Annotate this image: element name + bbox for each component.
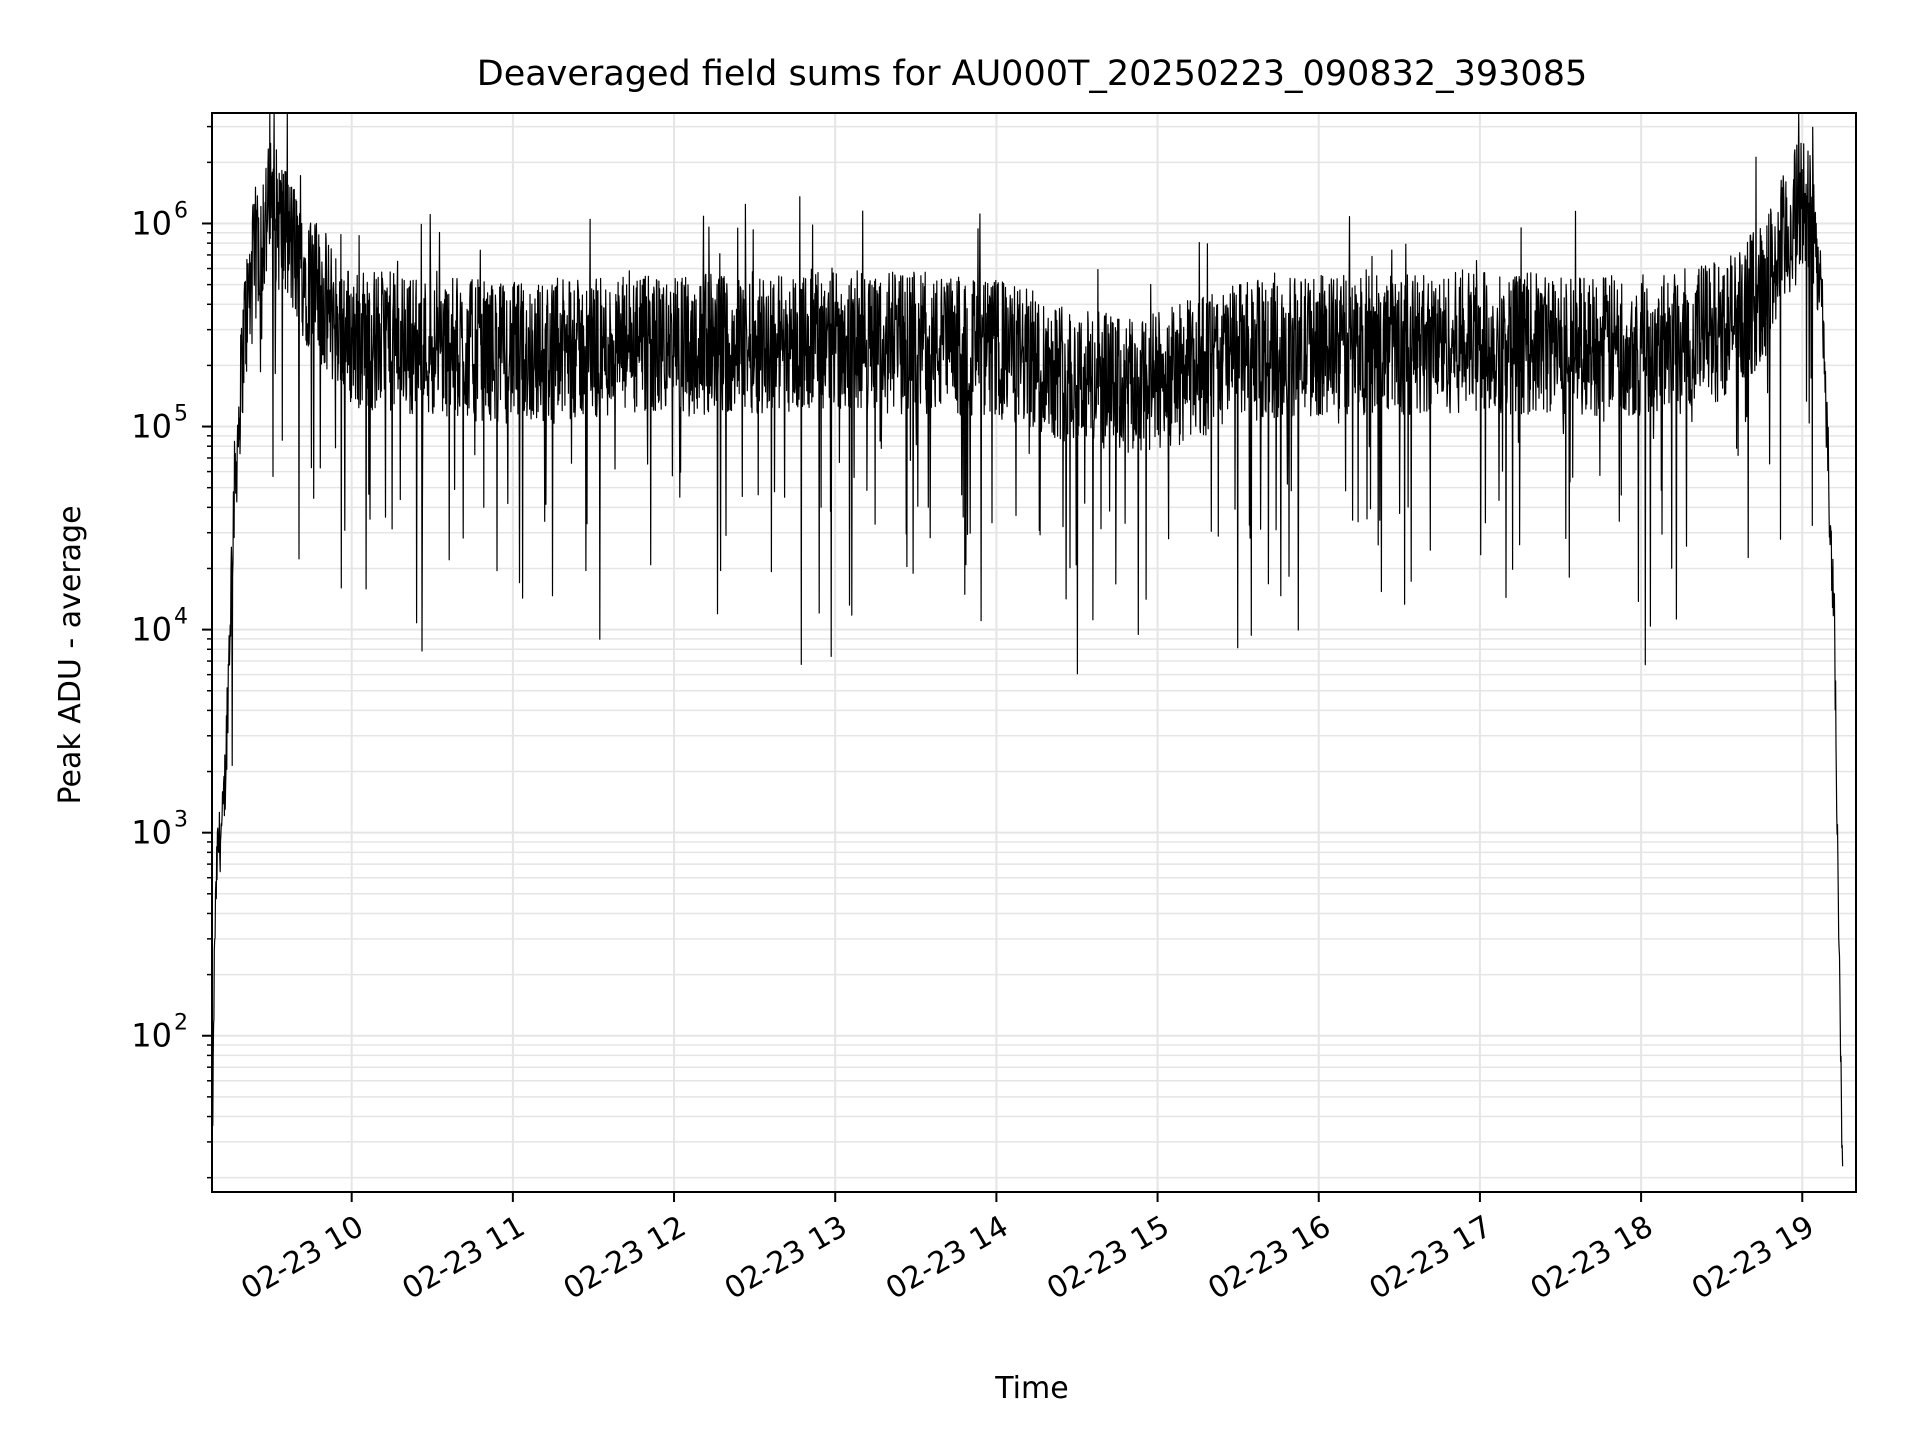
y-tick-label: 10 — [131, 408, 172, 446]
x-axis-label: Time — [994, 1371, 1068, 1406]
y-axis-label: Peak ADU - average — [53, 505, 88, 804]
y-tick-exponent: 6 — [174, 198, 188, 223]
y-tick-label: 10 — [131, 814, 172, 852]
series-line — [211, 112, 1844, 1170]
chart-title: Deaveraged field sums for AU000T_2025022… — [477, 54, 1587, 94]
y-tick-exponent: 5 — [174, 402, 188, 427]
plot-area-frame — [211, 112, 1857, 1193]
y-tick-exponent: 4 — [174, 605, 188, 630]
y-tick-exponent: 2 — [174, 1011, 188, 1036]
grid — [212, 113, 1856, 1192]
y-tick-label: 10 — [131, 1017, 172, 1055]
y-tick-label: 10 — [131, 611, 172, 649]
series-layer — [211, 112, 1844, 1170]
y-tick-exponent: 3 — [174, 808, 188, 833]
y-tick-label: 10 — [131, 204, 172, 242]
